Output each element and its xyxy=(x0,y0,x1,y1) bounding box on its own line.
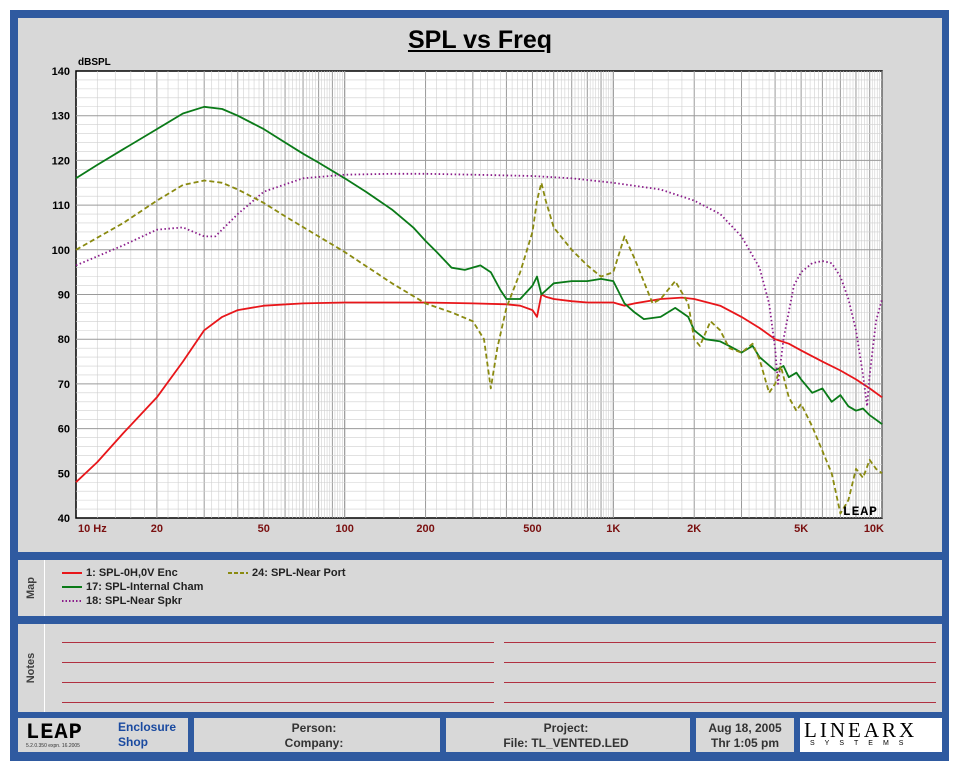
y-tick-label: 90 xyxy=(58,290,70,302)
legend-swatch-1 xyxy=(62,572,82,574)
linearx-logo: LINEARX xyxy=(804,718,918,742)
x-tick-label: 1K xyxy=(606,523,620,535)
legend-swatch-24 xyxy=(228,572,248,574)
notes-line-right-1[interactable] xyxy=(504,642,936,643)
y-tick-label: 120 xyxy=(52,155,70,167)
series-group xyxy=(75,105,883,515)
x-tick-label: 100 xyxy=(335,523,353,535)
spl-chart: 40 50 60 70 80 90 100 110 120 130 140 10 Hz 20 50 100 2… xyxy=(52,57,884,535)
y-tick-label: 110 xyxy=(52,200,70,212)
chart-title: SPL vs Freq xyxy=(407,26,553,54)
y-tick-label: 100 xyxy=(52,245,70,257)
legend-swatch-18 xyxy=(62,600,82,602)
series-line-2 xyxy=(75,105,883,425)
notes-line-left-4[interactable] xyxy=(62,702,494,703)
notes-line-right-3[interactable] xyxy=(504,682,936,683)
y-tick-label: 130 xyxy=(52,111,70,123)
leap-watermark: LEAP xyxy=(843,504,878,519)
footer-project-box: Project: File: TL_VENTED.LED xyxy=(446,718,690,752)
app-name-line2: Shop xyxy=(118,735,148,749)
systems-text: SYSTEMS xyxy=(810,740,914,747)
x-tick-label: 10K xyxy=(864,523,884,535)
legend-item-18[interactable]: 18: SPL-Near Spkr xyxy=(62,594,182,608)
y-tick-label: 70 xyxy=(58,379,70,391)
map-label: Map xyxy=(25,577,37,599)
notes-line-left-3[interactable] xyxy=(62,682,494,683)
series-line-1 xyxy=(75,293,883,483)
x-tick-label: 50 xyxy=(258,523,270,535)
date-text: Aug 18, 2005 xyxy=(708,721,782,735)
chart-panel: SPL vs Freq 40 50 60 70 80 90 100 110 120 130 140 1… xyxy=(18,18,942,552)
company-label: Company: xyxy=(284,736,344,750)
legend-item-17[interactable]: 17: SPL-Internal Cham xyxy=(62,580,203,594)
legend-label-18: 18: SPL-Near Spkr xyxy=(86,595,182,607)
footer-logo-box: LEAP 5.2.0.350 expn. 16.2005 Enclosure S… xyxy=(18,718,188,752)
x-tick-label: 200 xyxy=(416,523,434,535)
x-tick-label: 5K xyxy=(794,523,808,535)
y-tick-label: 140 xyxy=(52,66,70,78)
legend-label-24: 24: SPL-Near Port xyxy=(252,567,346,579)
version-text: 5.2.0.350 expn. 16.2005 xyxy=(26,743,80,749)
notes-label: Notes xyxy=(25,652,37,684)
series-line-3 xyxy=(75,172,883,408)
legend-label-1: 1: SPL-0H,0V Enc xyxy=(86,567,178,579)
x-tick-label: 20 xyxy=(151,523,163,535)
legend-item-1[interactable]: 1: SPL-0H,0V Enc xyxy=(62,566,178,580)
notes-side-label: Notes xyxy=(18,624,45,712)
y-tick-label: 50 xyxy=(58,468,70,480)
notes-line-left-1[interactable] xyxy=(62,642,494,643)
footer-brand-box: LINEARX SYSTEMS xyxy=(800,718,942,752)
footer-person-box: Person: Company: xyxy=(194,718,440,752)
project-label: Project: xyxy=(543,721,589,735)
footer-date-box: Aug 18, 2005 Thr 1:05 pm xyxy=(696,718,794,752)
notes-line-right-4[interactable] xyxy=(504,702,936,703)
series-line-4 xyxy=(75,179,883,515)
y-axis-label: dBSPL xyxy=(78,57,111,68)
leap-logo: LEAP xyxy=(26,720,83,745)
y-tick-label: 80 xyxy=(58,334,70,346)
x-tick-label: 10 Hz xyxy=(78,523,107,535)
map-panel: Map 1: SPL-0H,0V Enc 17: SPL-Internal Ch… xyxy=(18,560,942,616)
notes-line-right-2[interactable] xyxy=(504,662,936,663)
map-side-label: Map xyxy=(18,560,45,616)
legend-swatch-17 xyxy=(62,586,82,588)
person-label: Person: xyxy=(291,721,337,735)
app-name-line1: Enclosure xyxy=(118,720,177,734)
tick-labels: 40 50 60 70 80 90 100 110 120 130 140 10 Hz 20 50 100 2… xyxy=(52,66,884,535)
time-text: Thr 1:05 pm xyxy=(710,736,779,750)
x-tick-label: 2K xyxy=(687,523,701,535)
x-tick-label: 500 xyxy=(523,523,541,535)
y-tick-label: 60 xyxy=(58,424,70,436)
notes-line-left-2[interactable] xyxy=(62,662,494,663)
legend-label-17: 17: SPL-Internal Cham xyxy=(86,581,204,593)
notes-panel: Notes xyxy=(18,624,942,712)
y-tick-label: 40 xyxy=(58,513,70,525)
file-name: File: TL_VENTED.LED xyxy=(503,736,629,750)
legend-item-24[interactable]: 24: SPL-Near Port xyxy=(228,566,346,580)
